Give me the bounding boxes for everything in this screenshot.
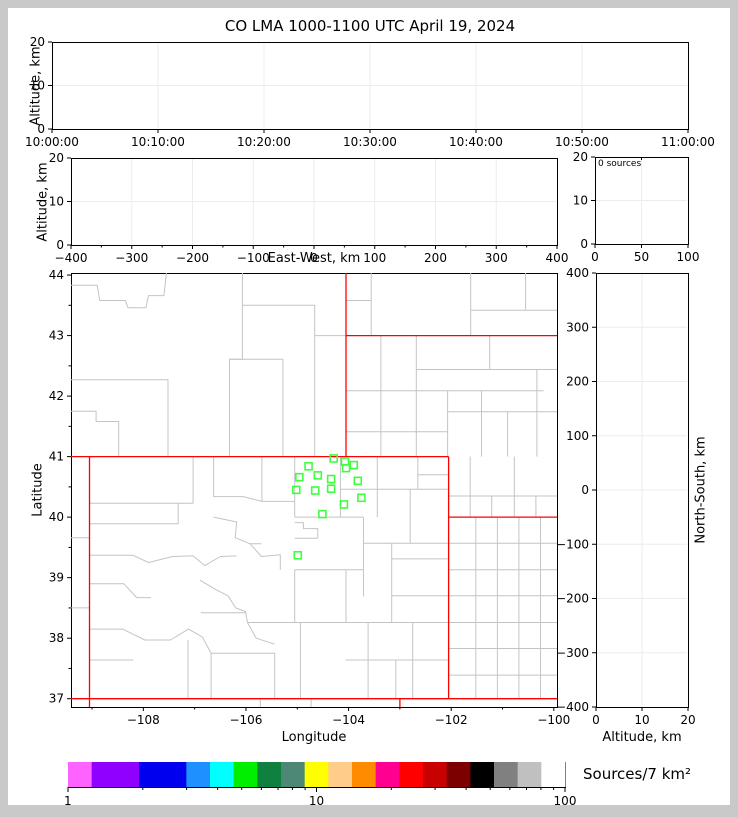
svg-text:37: 37 [49,692,64,706]
svg-text:20: 20 [573,150,588,164]
svg-text:100: 100 [554,794,577,808]
svg-text:50: 50 [634,250,649,264]
svg-text:44: 44 [49,268,64,282]
svg-text:10:20:00: 10:20:00 [237,135,291,149]
svg-text:41: 41 [49,450,64,464]
svg-text:0: 0 [580,237,588,251]
svg-text:10:50:00: 10:50:00 [555,135,609,149]
svg-text:−400: −400 [55,251,88,265]
ew-panel-xlabel: East-West, km [267,251,361,266]
svg-text:10:30:00: 10:30:00 [343,135,397,149]
svg-text:10: 10 [634,713,649,727]
source-count-annotation: 0 sources [598,159,642,169]
county-borders [71,273,557,707]
svg-text:−102: −102 [435,713,468,727]
svg-text:−100: −100 [556,537,589,551]
svg-text:0: 0 [592,713,600,727]
colorbar-segments [68,762,566,787]
svg-text:200: 200 [424,251,447,265]
svg-text:300: 300 [485,251,508,265]
svg-text:300: 300 [566,320,589,334]
map-panel [71,273,558,708]
page-title: CO LMA 1000-1100 UTC April 19, 2024 [224,17,516,35]
state-borders [71,273,557,707]
svg-text:100: 100 [566,429,589,443]
svg-text:39: 39 [49,571,64,585]
svg-text:−300: −300 [556,646,589,660]
svg-text:1: 1 [64,794,72,808]
svg-text:10:40:00: 10:40:00 [449,135,503,149]
svg-text:42: 42 [49,389,64,403]
ns-panel-xlabel: Altitude, km [602,730,682,745]
svg-text:100: 100 [363,251,386,265]
figure-background [8,8,730,805]
svg-text:0: 0 [56,238,64,252]
svg-text:10: 10 [309,794,324,808]
svg-text:200: 200 [566,375,589,389]
map-xlabel: Longitude [281,730,347,745]
svg-text:−400: −400 [556,700,589,714]
svg-text:−100: −100 [537,713,570,727]
svg-text:10:10:00: 10:10:00 [131,135,185,149]
svg-text:10: 10 [30,79,45,93]
svg-text:100: 100 [677,250,700,264]
svg-text:20: 20 [680,713,695,727]
svg-text:40: 40 [49,510,64,524]
svg-text:400: 400 [566,266,589,280]
svg-text:0: 0 [310,251,318,265]
svg-text:20: 20 [49,151,64,165]
svg-text:−200: −200 [176,251,209,265]
svg-text:−200: −200 [556,592,589,606]
svg-text:38: 38 [49,631,64,645]
svg-text:−300: −300 [115,251,148,265]
svg-text:−108: −108 [127,713,160,727]
svg-text:43: 43 [49,329,64,343]
svg-text:400: 400 [546,251,569,265]
svg-text:−100: −100 [237,251,270,265]
svg-text:10: 10 [573,194,588,208]
svg-text:10: 10 [49,195,64,209]
svg-text:0: 0 [581,483,589,497]
svg-text:0: 0 [591,250,599,264]
svg-text:−104: −104 [332,713,365,727]
svg-text:−106: −106 [229,713,262,727]
svg-text:0: 0 [37,122,45,136]
svg-text:11:00:00: 11:00:00 [661,135,715,149]
svg-text:10:00:00: 10:00:00 [25,135,79,149]
colorbar-label: Sources/7 km² [583,765,692,783]
svg-text:20: 20 [30,35,45,49]
lma-station-markers [291,454,366,560]
